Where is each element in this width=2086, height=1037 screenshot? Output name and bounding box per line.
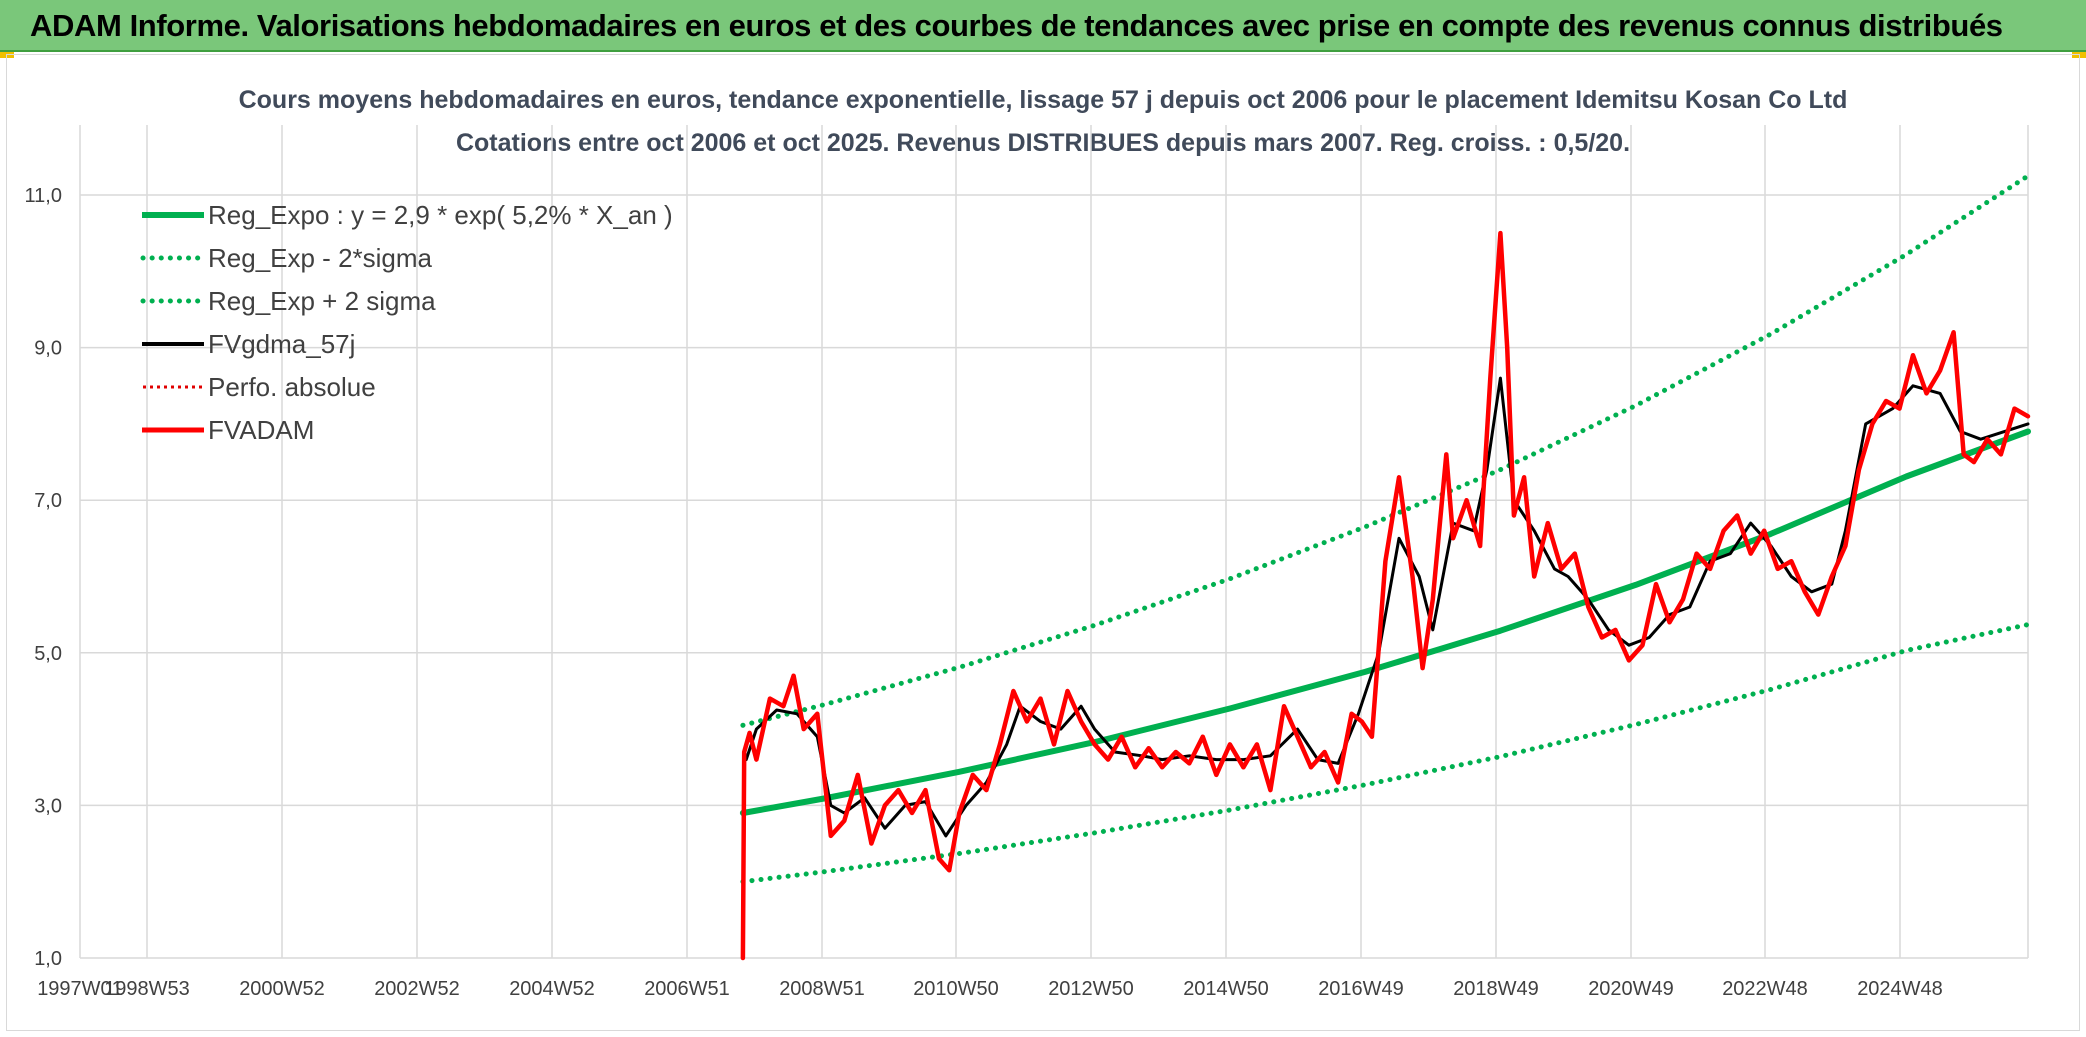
y-tick-label: 9,0 xyxy=(34,338,62,360)
x-tick-label: 2022W48 xyxy=(1722,978,1808,1000)
series-line-3 xyxy=(744,376,2030,838)
x-tick-label: 2000W52 xyxy=(239,978,325,1000)
legend-swatch-solid-black xyxy=(142,342,204,346)
chart-series xyxy=(739,173,2031,961)
y-tick-label: 7,0 xyxy=(34,490,62,512)
legend-label: Reg_Exp + 2 sigma xyxy=(208,286,436,316)
y-tick-label: 1,0 xyxy=(34,948,62,970)
legend-label: Reg_Exp - 2*sigma xyxy=(208,243,432,273)
legend-label: Perfo. absolue xyxy=(208,372,376,402)
x-tick-label: 2010W50 xyxy=(913,978,999,1000)
report-title: ADAM Informe. Valorisations hebdomadaire… xyxy=(30,8,2003,43)
legend-label: Reg_Expo : y = 2,9 * exp( 5,2% * X_an ) xyxy=(208,200,673,230)
x-tick-label: 2002W52 xyxy=(374,978,460,1000)
x-tick-label: 2018W49 xyxy=(1453,978,1539,1000)
series-line-0 xyxy=(739,428,2031,816)
x-tick-label: 2016W49 xyxy=(1318,978,1404,1000)
x-tick-label: 2020W49 xyxy=(1588,978,1674,1000)
x-tick-label: 2004W52 xyxy=(509,978,595,1000)
x-tick-label: 2014W50 xyxy=(1183,978,1269,1000)
chart-subtitle: Cotations entre oct 2006 et oct 2025. Re… xyxy=(455,129,1631,157)
chart-frame xyxy=(6,54,2080,1031)
chart-title: Cours moyens hebdomadaires en euros, ten… xyxy=(238,86,1848,114)
x-tick-label: 1997W01 xyxy=(37,978,123,1000)
legend-label: FVgdma_57j xyxy=(208,329,356,359)
y-axis-ticks: 1,0 3,0 5,0 7,0 9,0 11,0 xyxy=(25,185,62,970)
legend-swatch-dotted-green xyxy=(140,255,206,261)
series-line-1 xyxy=(740,622,2031,885)
legend-swatch-solid-red xyxy=(142,427,204,433)
y-tick-label: 11,0 xyxy=(25,185,62,207)
series-line-2 xyxy=(740,173,2031,728)
corner-marker-left xyxy=(0,52,14,58)
legend-swatch-solid-green xyxy=(142,212,204,218)
x-tick-label: 1998W53 xyxy=(104,978,190,1000)
y-tick-label: 3,0 xyxy=(34,795,62,817)
x-tick-label: 2008W51 xyxy=(779,978,865,1000)
legend-label: FVADAM xyxy=(208,415,315,445)
x-tick-label: 2006W51 xyxy=(644,978,730,1000)
x-tick-label: 2024W48 xyxy=(1857,978,1943,1000)
x-tick-label: 2012W50 xyxy=(1048,978,1134,1000)
legend-swatch-dotted-green xyxy=(140,298,206,304)
y-tick-label: 5,0 xyxy=(34,643,62,665)
series-line-5 xyxy=(740,230,2031,961)
chart-grid xyxy=(79,125,2029,959)
legend-swatch-dotted-red xyxy=(143,385,204,389)
report-banner: ADAM Informe. Valorisations hebdomadaire… xyxy=(0,0,2086,52)
